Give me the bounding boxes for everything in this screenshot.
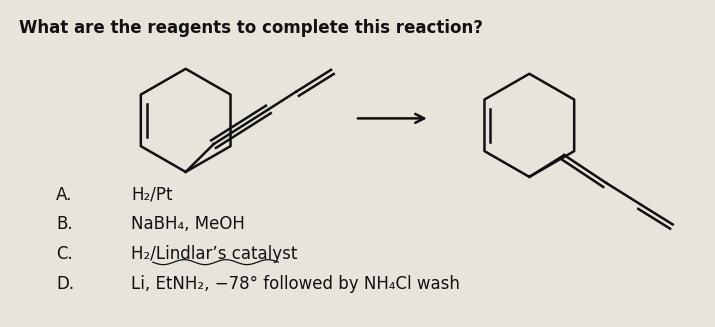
Text: H₂/Pt: H₂/Pt	[131, 186, 172, 204]
Text: Li, EtNH₂, −78° followed by NH₄Cl wash: Li, EtNH₂, −78° followed by NH₄Cl wash	[131, 275, 460, 293]
Text: D.: D.	[56, 275, 74, 293]
Text: What are the reagents to complete this reaction?: What are the reagents to complete this r…	[19, 19, 483, 37]
Text: A.: A.	[56, 186, 72, 204]
Text: NaBH₄, MeOH: NaBH₄, MeOH	[131, 215, 245, 233]
Text: B.: B.	[56, 215, 73, 233]
Text: C.: C.	[56, 245, 73, 263]
Text: H₂/Lindlar’s catalyst: H₂/Lindlar’s catalyst	[131, 245, 297, 263]
